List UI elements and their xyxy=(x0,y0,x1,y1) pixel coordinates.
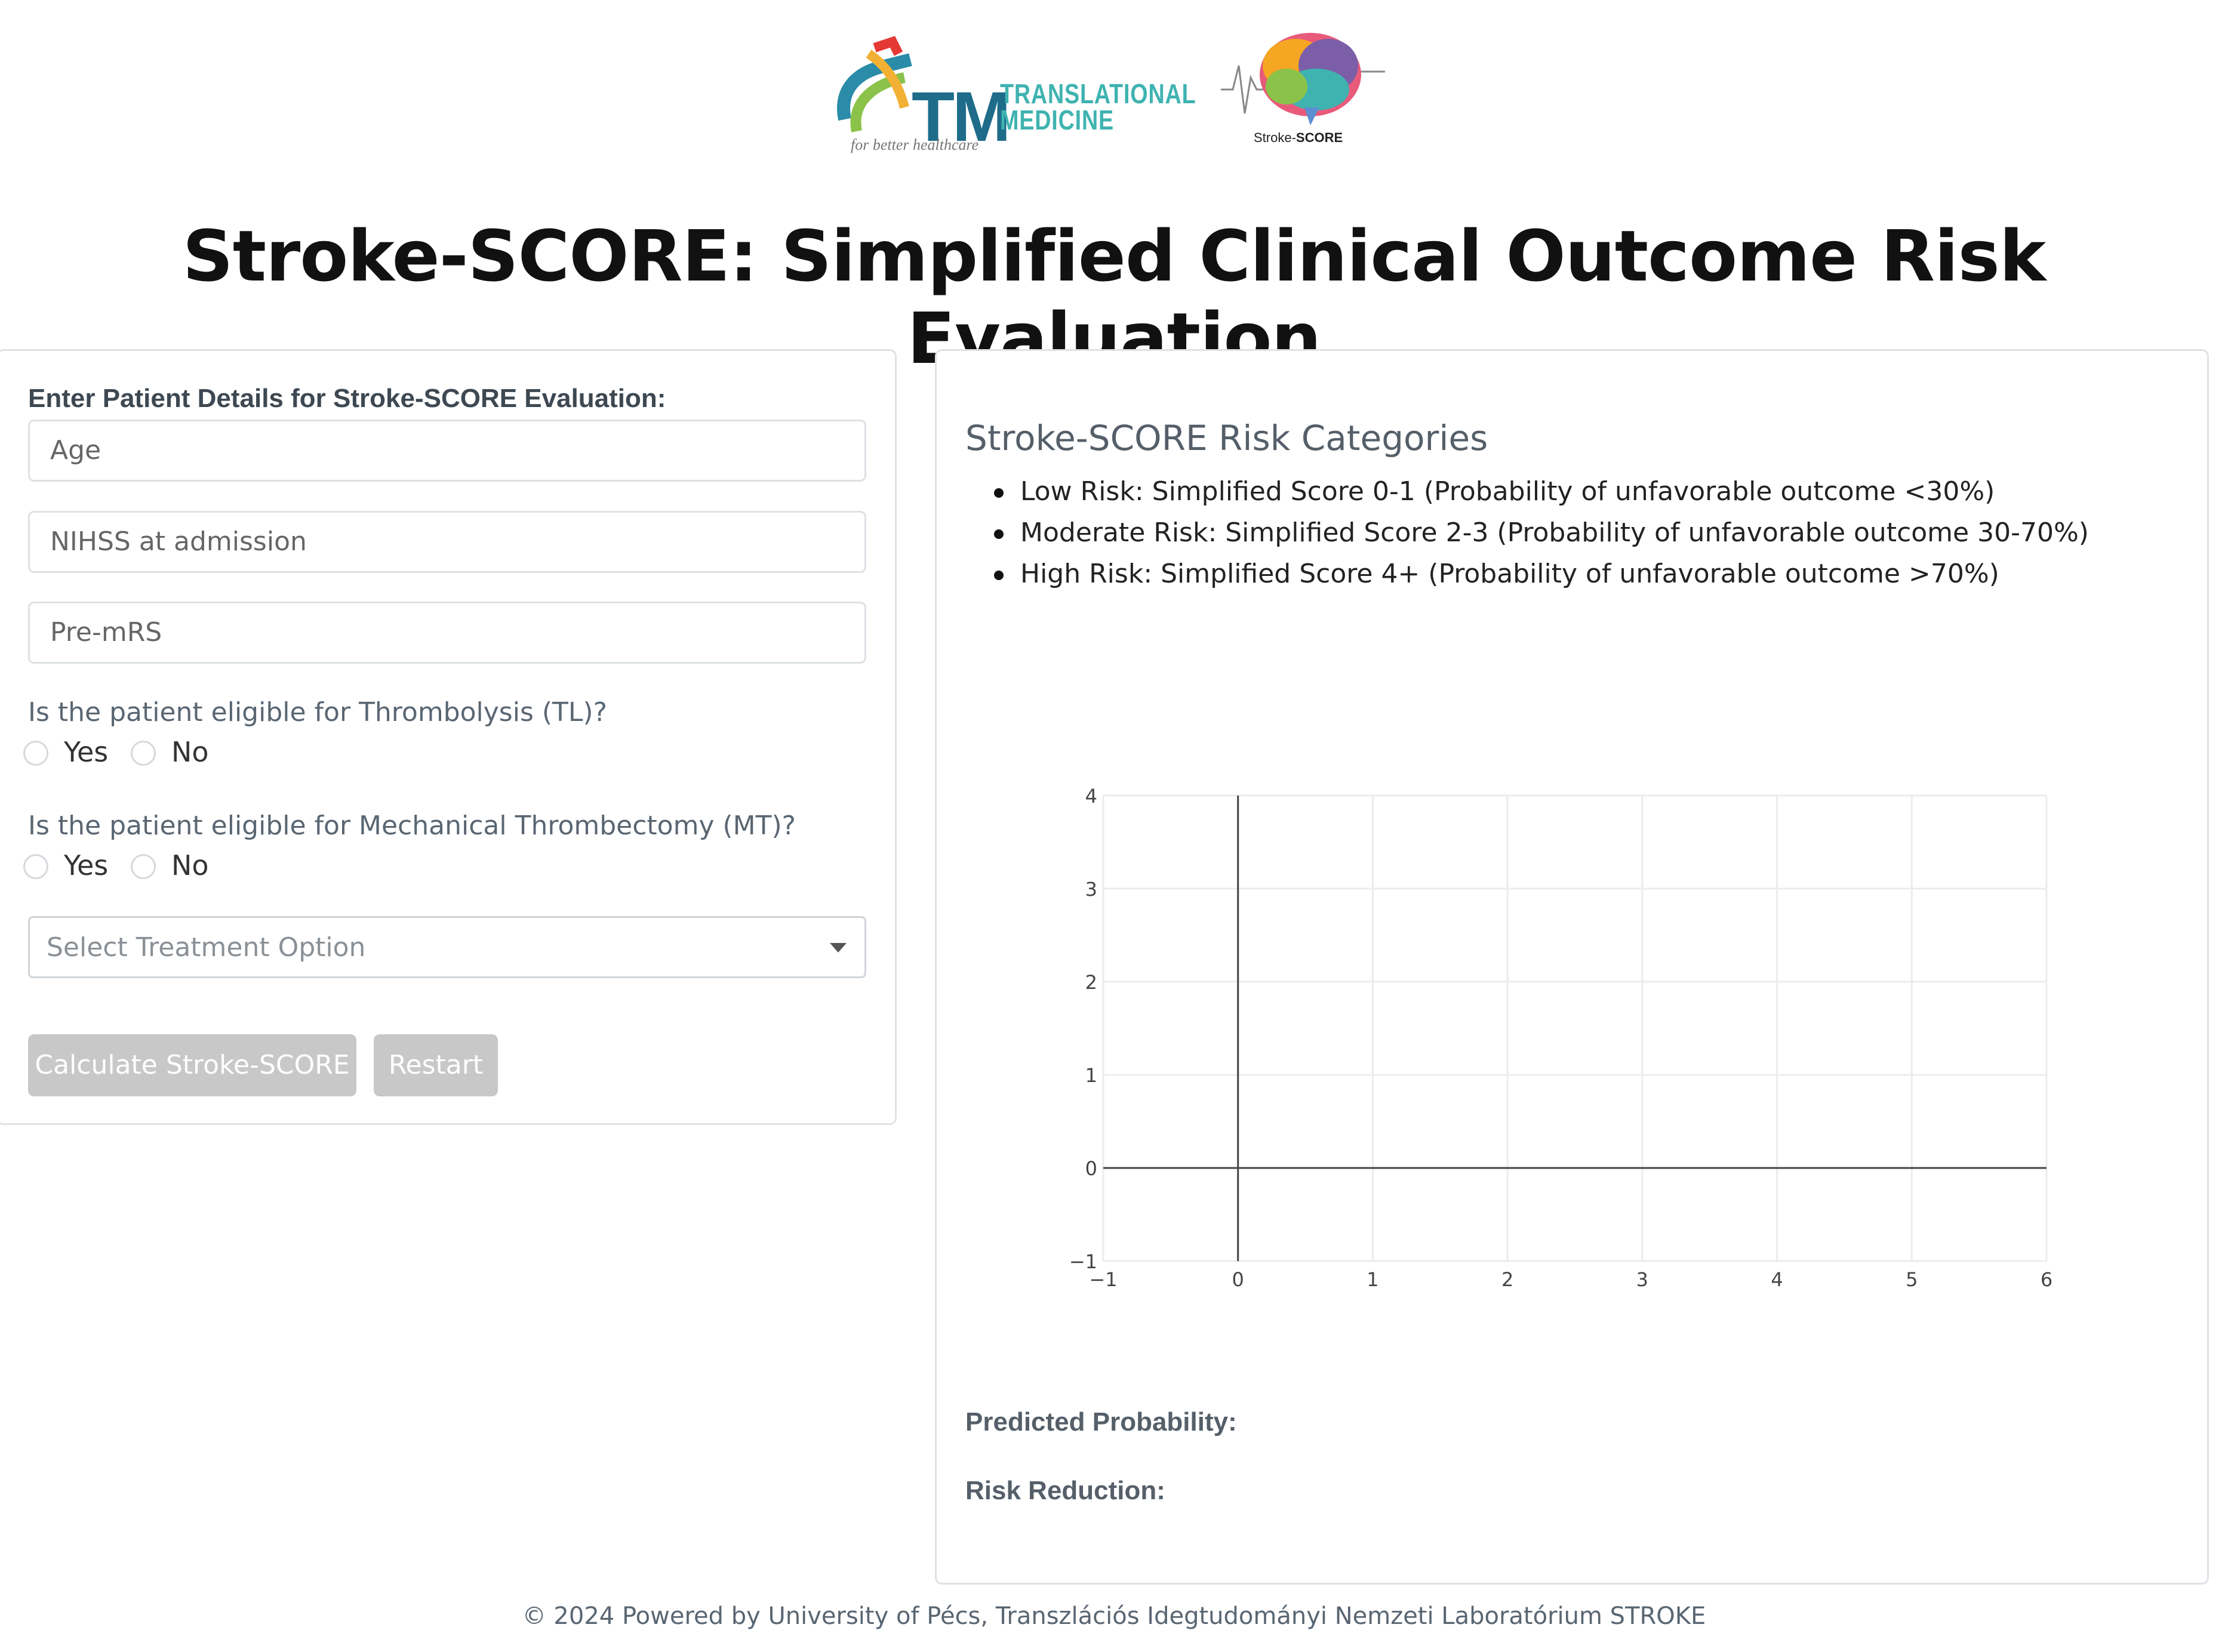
tl-question: Is the patient eligible for Thrombolysis… xyxy=(28,697,607,728)
x-tick-label: 4 xyxy=(1771,1268,1783,1291)
x-tick-label: 0 xyxy=(1232,1268,1244,1291)
tl-yes-radio[interactable] xyxy=(23,741,48,766)
mt-no-label[interactable]: No xyxy=(171,849,209,882)
mt-yes-label[interactable]: Yes xyxy=(64,849,109,882)
translational-medicine-logo: TM TRANSLATIONAL MEDICINE for better hea… xyxy=(833,30,1196,161)
x-tick-label: 2 xyxy=(1501,1268,1513,1291)
chevron-down-icon xyxy=(830,943,847,953)
tl-radio-group: Yes No xyxy=(23,736,262,772)
y-tick-label: 3 xyxy=(1085,878,1097,901)
tm-letters: TM xyxy=(912,78,1011,156)
nihss-input[interactable]: NIHSS at admission xyxy=(28,511,866,573)
risk-reduction-label: Risk Reduction: xyxy=(965,1476,1165,1505)
pre-mrs-input[interactable]: Pre-mRS xyxy=(28,602,866,664)
tm-line1: TRANSLATIONAL xyxy=(1000,78,1196,109)
patient-details-card: Enter Patient Details for Stroke-SCORE E… xyxy=(0,349,897,1125)
risk-category-low: Low Risk: Simplified Score 0-1 (Probabil… xyxy=(994,476,2089,517)
age-input[interactable]: Age xyxy=(28,420,866,482)
risk-category-high: High Risk: Simplified Score 4+ (Probabil… xyxy=(994,559,2089,600)
tl-no-label[interactable]: No xyxy=(171,736,209,768)
risk-categories-list: Low Risk: Simplified Score 0-1 (Probabil… xyxy=(994,476,2089,600)
x-tick-label: −1 xyxy=(1089,1268,1117,1291)
x-tick-label: 1 xyxy=(1367,1268,1378,1291)
tm-line2: MEDICINE xyxy=(1000,104,1114,135)
results-card: Stroke-SCORE Risk Categories Low Risk: S… xyxy=(935,349,2209,1585)
y-tick-label: 0 xyxy=(1085,1157,1097,1180)
predicted-probability-label: Predicted Probability: xyxy=(965,1407,1237,1437)
tm-tagline: for better healthcare xyxy=(851,136,979,153)
risk-category-moderate: Moderate Risk: Simplified Score 2-3 (Pro… xyxy=(994,517,2089,559)
y-tick-label: 4 xyxy=(1085,785,1097,807)
x-tick-label: 3 xyxy=(1636,1268,1648,1291)
mt-radio-group: Yes No xyxy=(23,849,262,885)
mt-yes-radio[interactable] xyxy=(23,854,48,879)
brain-icon xyxy=(1221,33,1385,125)
stroke-score-logo: Stroke-SCORE xyxy=(1215,24,1394,161)
footer: © 2024 Powered by University of Pécs, Tr… xyxy=(522,1602,1706,1630)
risk-categories-title: Stroke-SCORE Risk Categories xyxy=(965,418,1488,458)
x-tick-label: 6 xyxy=(2041,1268,2052,1291)
treatment-select[interactable]: Select Treatment Option xyxy=(28,916,866,978)
y-tick-label: −1 xyxy=(1069,1250,1097,1273)
form-heading: Enter Patient Details for Stroke-SCORE E… xyxy=(28,384,666,413)
calculate-button[interactable]: Calculate Stroke-SCORE xyxy=(28,1034,356,1096)
treatment-select-placeholder: Select Treatment Option xyxy=(47,932,366,963)
tl-no-radio[interactable] xyxy=(131,741,156,766)
mt-no-radio[interactable] xyxy=(131,854,156,879)
tm-ribbon-icon xyxy=(837,36,912,132)
x-tick-label: 5 xyxy=(1906,1268,1918,1291)
y-tick-label: 1 xyxy=(1085,1064,1097,1087)
stroke-score-caption: Stroke-SCORE xyxy=(1254,130,1343,145)
risk-plot[interactable]: −1 0 1 2 3 4 5 6 −1 0 1 2 3 4 xyxy=(935,349,2209,1585)
mt-question: Is the patient eligible for Mechanical T… xyxy=(28,810,796,841)
header-logos: TM TRANSLATIONAL MEDICINE for better hea… xyxy=(0,24,2228,161)
restart-button[interactable]: Restart xyxy=(374,1034,498,1096)
y-tick-label: 2 xyxy=(1085,971,1097,994)
tl-yes-label[interactable]: Yes xyxy=(64,736,109,768)
